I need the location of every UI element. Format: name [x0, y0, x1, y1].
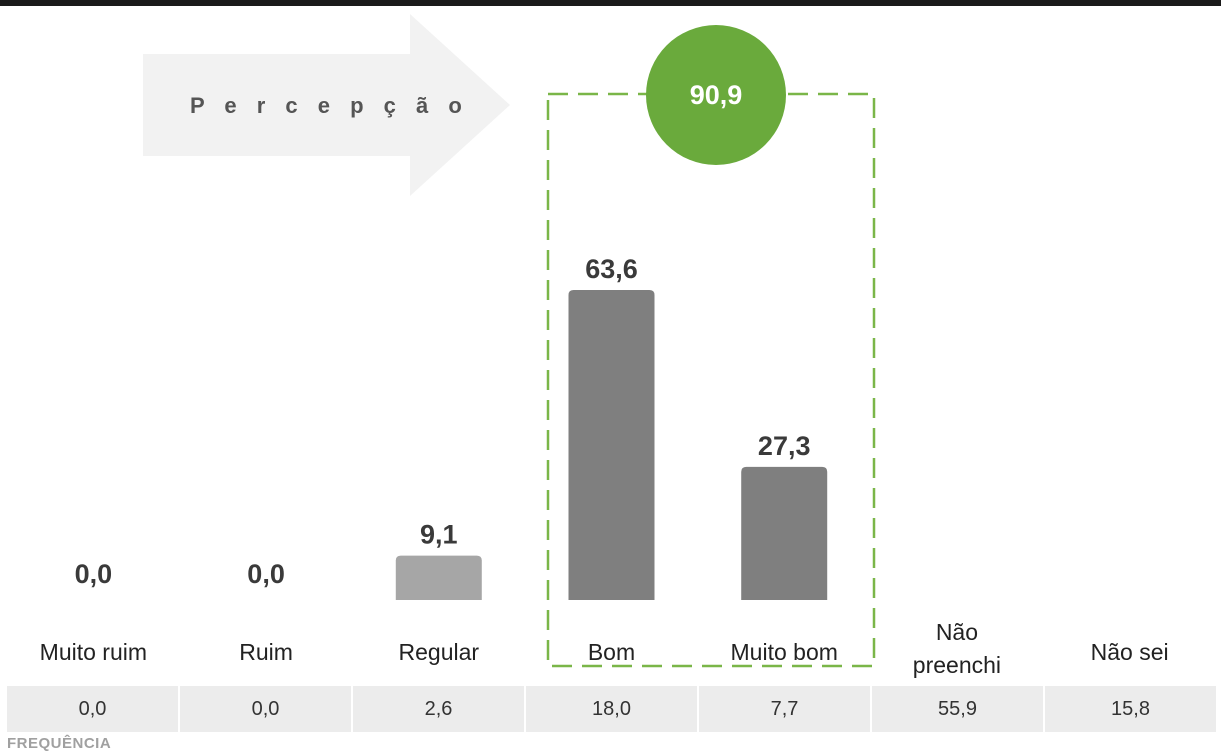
bar-bom — [568, 290, 655, 600]
positive-total-circle — [646, 25, 786, 165]
category-label: Muito bom — [731, 639, 838, 665]
category-label: Não sei — [1091, 639, 1169, 665]
bar-regular — [395, 555, 482, 600]
value-label: 63,6 — [585, 254, 638, 284]
frequency-cell: 15,8 — [1111, 697, 1150, 720]
perception-bar-chart: P e r c e p ç ã o 90,9 0,0 Muito ruim 0,0 R… — [40, 14, 1169, 678]
frequency-table: 0,0 0,0 2,6 18,0 7,7 55,9 15,8 — [7, 686, 1216, 732]
frequency-cell: 0,0 — [7, 686, 180, 732]
category-label: Não preenchi — [913, 619, 1001, 678]
top-strip — [0, 0, 1221, 6]
value-label: 27,3 — [758, 431, 811, 461]
frequency-title: FREQUÊNCIA — [7, 735, 112, 752]
frequency-cell: 2,6 — [353, 686, 526, 732]
bar-muito-bom — [741, 466, 828, 600]
value-label: 0,0 — [75, 559, 113, 589]
category-label: Bom — [588, 639, 635, 665]
perception-arrow — [143, 14, 510, 196]
category-label: Ruim — [239, 639, 293, 665]
value-label: 0,0 — [247, 559, 285, 589]
perception-label: P e r c e p ç ã o — [190, 93, 469, 118]
frequency-cell: 7,7 — [699, 686, 872, 732]
value-label: 9,1 — [420, 520, 458, 550]
frequency-cell: 18,0 — [526, 686, 699, 732]
category-label: Regular — [399, 639, 480, 665]
frequency-cell: 0,0 — [180, 686, 353, 732]
positive-total-value: 90,9 — [690, 80, 743, 110]
category-label: Muito ruim — [40, 639, 147, 665]
frequency-cell: 55,9 — [872, 686, 1045, 732]
